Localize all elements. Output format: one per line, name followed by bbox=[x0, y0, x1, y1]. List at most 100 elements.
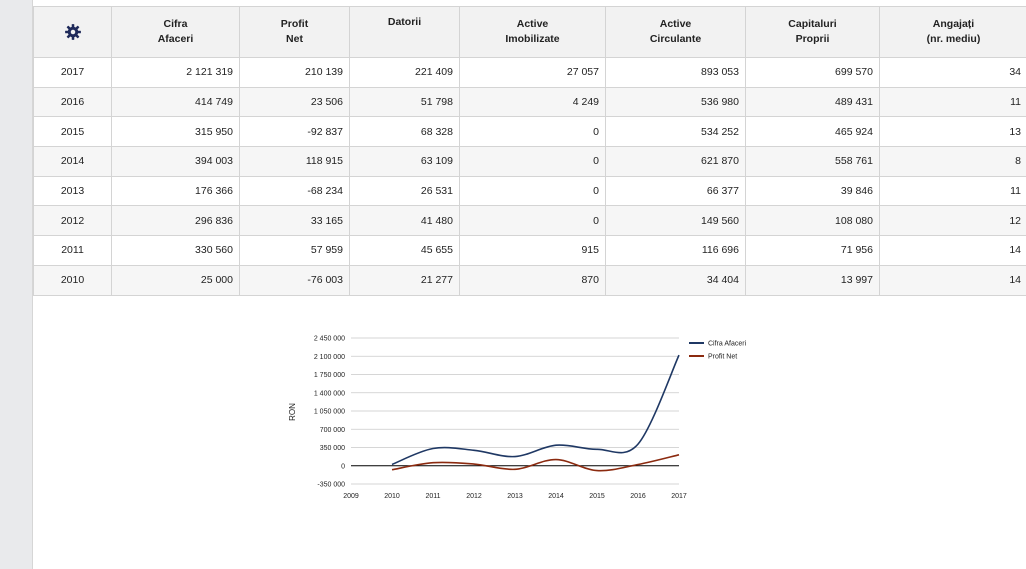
year-cell: 2012 bbox=[33, 205, 112, 237]
table-cell: -92 837 bbox=[239, 116, 350, 148]
series-line-cifra-afaceri bbox=[391, 354, 680, 466]
table-cell: 893 053 bbox=[605, 57, 746, 88]
table-row: 2017 2 121 319 210 139 221 409 27 057 893 053… bbox=[33, 57, 1026, 88]
series-line-profit-net bbox=[391, 454, 680, 472]
header-cifra-afaceri[interactable]: Cifra Afaceri bbox=[111, 6, 240, 58]
header-active-circulante[interactable]: Active Circulante bbox=[605, 6, 746, 58]
table-cell: 14 bbox=[879, 235, 1026, 266]
table-row: 2015 315 950 -92 837 68 328 0 534 252 465 924 1… bbox=[33, 116, 1026, 148]
table-row: 2013 176 366 -68 234 26 531 0 66 377 39 846 11 bbox=[33, 175, 1026, 207]
table-cell: 11 bbox=[879, 175, 1026, 207]
content-panel: Cifra Afaceri Profit Net Datorii Active Imo… bbox=[32, 0, 1026, 569]
table-cell: 51 798 bbox=[349, 86, 460, 118]
table-cell: 149 560 bbox=[605, 205, 746, 237]
table-header-row: Cifra Afaceri Profit Net Datorii Active Imo… bbox=[33, 6, 1026, 58]
header-line: Afaceri bbox=[157, 33, 194, 45]
table-cell: 41 480 bbox=[349, 205, 460, 237]
year-cell: 2014 bbox=[33, 146, 112, 177]
table-row: 2016 414 749 23 506 51 798 4 249 536 980 489 4… bbox=[33, 86, 1026, 118]
header-line: Cifra bbox=[163, 18, 188, 30]
legend-label: Cifra Afaceri bbox=[708, 341, 747, 348]
table-cell: 699 570 bbox=[745, 57, 880, 88]
table-cell: 45 655 bbox=[349, 235, 460, 266]
table-cell: 558 761 bbox=[745, 146, 880, 177]
table-cell: 176 366 bbox=[111, 175, 240, 207]
year-cell: 2011 bbox=[33, 235, 112, 266]
table-cell: 11 bbox=[879, 86, 1026, 118]
x-tick-label: 2011 bbox=[425, 493, 440, 500]
y-tick-label: 1 750 000 bbox=[314, 372, 345, 379]
x-tick-label: 2009 bbox=[343, 493, 359, 500]
header-line: Circulante bbox=[649, 33, 702, 45]
x-tick-label: 2013 bbox=[507, 493, 523, 500]
table-row: 2012 296 836 33 165 41 480 0 149 560 108 080 12 bbox=[33, 205, 1026, 237]
header-line: Active bbox=[516, 18, 549, 30]
year-cell: 2010 bbox=[33, 264, 112, 296]
x-tick-label: 2015 bbox=[589, 493, 605, 500]
table-cell: 4 249 bbox=[459, 86, 606, 118]
table-cell: 39 846 bbox=[745, 175, 880, 207]
table-cell: 14 bbox=[879, 264, 1026, 296]
year-cell: 2013 bbox=[33, 175, 112, 207]
table-cell: 66 377 bbox=[605, 175, 746, 207]
header-profit-net[interactable]: Profit Net bbox=[239, 6, 350, 58]
table-cell: 25 000 bbox=[111, 264, 240, 296]
header-line: Active bbox=[659, 18, 692, 30]
y-tick-label: 2 450 000 bbox=[314, 336, 345, 343]
y-tick-label: 0 bbox=[341, 463, 345, 470]
table-cell: -76 003 bbox=[239, 264, 350, 296]
table-cell: 34 bbox=[879, 57, 1026, 88]
table-cell: 34 404 bbox=[605, 264, 746, 296]
table-row: 2014 394 003 118 915 63 109 0 621 870 558 761 8 bbox=[33, 146, 1026, 177]
financial-table: Cifra Afaceri Profit Net Datorii Active Imo… bbox=[33, 6, 1026, 296]
header-line: (nr. mediu) bbox=[926, 33, 981, 45]
table-cell: 68 328 bbox=[349, 116, 460, 148]
header-line: Profit bbox=[280, 18, 309, 30]
gear-icon[interactable] bbox=[64, 23, 82, 41]
x-tick-label: 2016 bbox=[630, 493, 646, 500]
line-chart: 2 450 000 2 100 000 1 750 000 1 400 000 1 05… bbox=[288, 336, 747, 501]
table-body: 2017 2 121 319 210 139 221 409 27 057 893 053… bbox=[33, 57, 1026, 296]
table-cell: 13 bbox=[879, 116, 1026, 148]
x-axis: 2009 2010 2011 2012 2013 2014 2015 2016 2017 bbox=[343, 493, 687, 500]
header-line: Capitaluri bbox=[788, 18, 837, 30]
table-cell: 0 bbox=[459, 116, 606, 148]
table-cell: -68 234 bbox=[239, 175, 350, 207]
table-cell: 116 696 bbox=[605, 235, 746, 266]
chart-grid bbox=[351, 337, 679, 485]
header-capitaluri-proprii[interactable]: Capitaluri Proprii bbox=[745, 6, 880, 58]
table-cell: 870 bbox=[459, 264, 606, 296]
table-cell: 0 bbox=[459, 146, 606, 177]
header-angajati[interactable]: Angajați (nr. mediu) bbox=[879, 6, 1026, 58]
y-tick-label: -350 000 bbox=[317, 482, 345, 489]
table-cell: 0 bbox=[459, 175, 606, 207]
header-active-imobilizate[interactable]: Active Imobilizate bbox=[459, 6, 606, 58]
y-axis: 2 450 000 2 100 000 1 750 000 1 400 000 1 05… bbox=[314, 336, 345, 489]
table-cell: 394 003 bbox=[111, 146, 240, 177]
y-axis-label: RON bbox=[288, 403, 297, 421]
chart-legend: Cifra Afaceri Profit Net bbox=[689, 341, 747, 361]
table-cell: 465 924 bbox=[745, 116, 880, 148]
x-tick-label: 2017 bbox=[671, 493, 687, 500]
y-tick-label: 1 050 000 bbox=[314, 409, 345, 416]
x-tick-label: 2010 bbox=[384, 493, 400, 500]
header-line: Net bbox=[286, 33, 303, 45]
table-cell: 26 531 bbox=[349, 175, 460, 207]
year-cell: 2017 bbox=[33, 57, 112, 88]
table-cell: 315 950 bbox=[111, 116, 240, 148]
table-cell: 21 277 bbox=[349, 264, 460, 296]
settings-header-cell[interactable] bbox=[33, 6, 112, 58]
table-cell: 63 109 bbox=[349, 146, 460, 177]
table-cell: 12 bbox=[879, 205, 1026, 237]
table-cell: 108 080 bbox=[745, 205, 880, 237]
table-cell: 489 431 bbox=[745, 86, 880, 118]
table-cell: 2 121 319 bbox=[111, 57, 240, 88]
table-cell: 118 915 bbox=[239, 146, 350, 177]
y-tick-label: 700 000 bbox=[320, 427, 345, 434]
table-cell: 8 bbox=[879, 146, 1026, 177]
header-line: Angajați bbox=[932, 18, 975, 30]
header-datorii[interactable]: Datorii bbox=[349, 6, 460, 58]
table-row: 2010 25 000 -76 003 21 277 870 34 404 13 997 14 bbox=[33, 264, 1026, 296]
year-cell: 2015 bbox=[33, 116, 112, 148]
table-cell: 621 870 bbox=[605, 146, 746, 177]
